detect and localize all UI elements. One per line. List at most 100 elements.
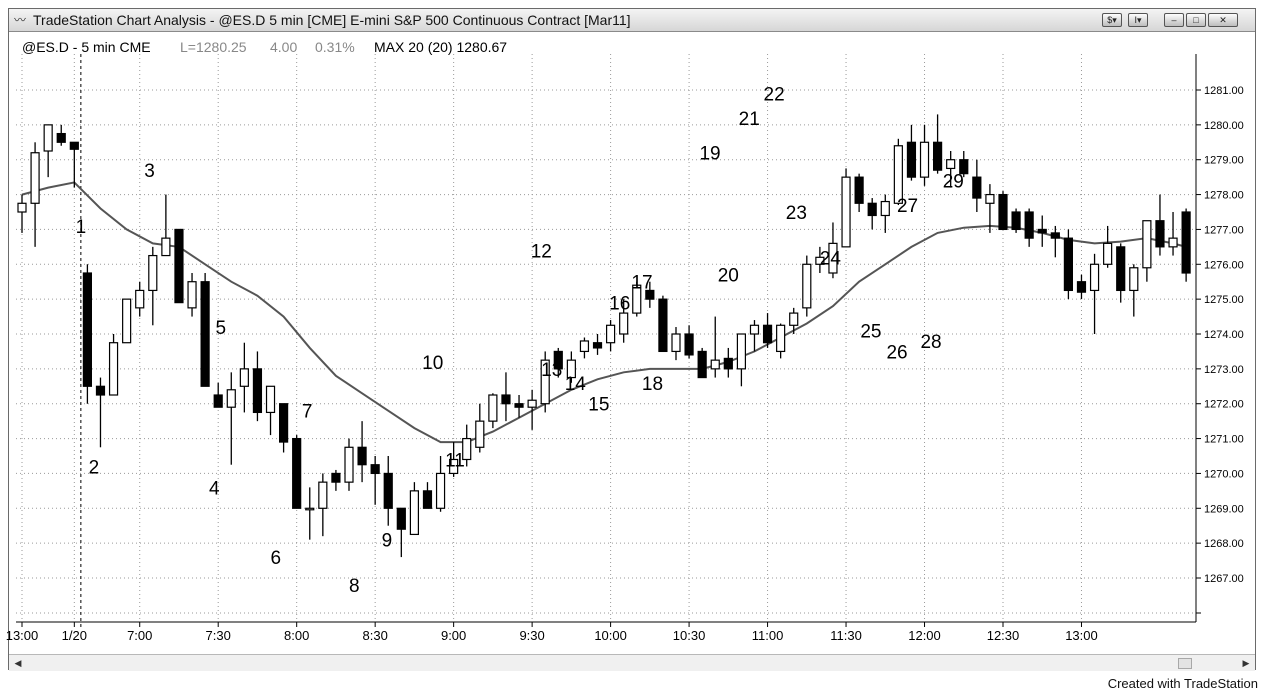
candle-body — [566, 359, 576, 379]
price-tick-label: 1270.00 — [1204, 468, 1244, 480]
candle-body — [174, 228, 184, 304]
indicator-menu-button[interactable]: I▾ — [1128, 13, 1148, 27]
time-tick-label: 12:30 — [987, 628, 1020, 643]
candle-body — [710, 359, 720, 370]
candle — [723, 347, 733, 378]
price-tick-label: 1276.00 — [1204, 259, 1244, 271]
candle — [867, 198, 877, 230]
scroll-left-arrow-icon[interactable]: ◀ — [14, 658, 22, 668]
candle — [292, 435, 302, 509]
candle-body — [514, 403, 524, 408]
candle — [946, 151, 956, 188]
candle-body — [1155, 220, 1165, 248]
price-tick-label: 1278.00 — [1204, 190, 1244, 202]
time-tick-label: 1/20 — [62, 628, 87, 643]
candle — [932, 114, 943, 174]
candle — [383, 456, 393, 526]
candle — [357, 421, 367, 483]
bar-number-6: 6 — [270, 548, 281, 569]
candle-body — [435, 472, 446, 509]
candle-body — [946, 159, 956, 170]
candle — [919, 124, 930, 186]
symbol-menu-button[interactable]: $▾ — [1102, 13, 1122, 27]
candle — [605, 320, 616, 352]
candle-body — [396, 507, 406, 530]
candle-body — [148, 254, 158, 292]
candle-body — [1063, 237, 1074, 292]
candle-body — [919, 141, 930, 178]
bar-number-labels: 1234567891011121314151617181920212223242… — [76, 84, 964, 596]
candle-body — [108, 342, 119, 396]
bar-number-3: 3 — [144, 161, 155, 182]
candle — [985, 184, 995, 233]
candle — [56, 124, 66, 146]
candle-body — [959, 159, 969, 175]
candle — [161, 194, 171, 257]
bar-number-23: 23 — [786, 203, 807, 224]
candle — [1155, 194, 1165, 256]
candle — [1050, 225, 1060, 258]
candle-body — [383, 472, 393, 509]
price-tick-label: 1279.00 — [1204, 155, 1244, 167]
candle-body — [880, 200, 890, 217]
chart-window: 〰 TradeStation Chart Analysis - @ES.D 5 … — [8, 8, 1256, 671]
candle-body — [854, 176, 864, 204]
candle — [776, 323, 786, 359]
time-tick-label: 10:00 — [594, 628, 627, 643]
candle — [1103, 225, 1113, 268]
candle-body — [187, 281, 197, 309]
candle-body — [409, 490, 419, 536]
candles — [17, 114, 1191, 558]
minimize-button[interactable]: – — [1164, 13, 1184, 27]
chart-header: @ES.D - 5 min CME L=1280.25 4.00 0.31% M… — [22, 39, 507, 55]
candle-body — [985, 193, 995, 204]
credit-text: Created with TradeStation — [1107, 676, 1258, 691]
candle-body — [357, 446, 367, 466]
scrollbar-thumb[interactable] — [1178, 658, 1192, 669]
candle-body — [632, 284, 642, 314]
candle — [710, 316, 720, 378]
candle — [174, 228, 184, 304]
candle — [1024, 208, 1034, 247]
candle-body — [501, 394, 511, 405]
window-title: TradeStation Chart Analysis - @ES.D 5 mi… — [33, 12, 631, 28]
maximize-button[interactable]: □ — [1186, 13, 1206, 27]
candle — [187, 273, 197, 317]
bar-number-5: 5 — [216, 318, 227, 339]
candle-body — [893, 145, 903, 204]
bar-number-22: 22 — [764, 84, 785, 105]
candle — [671, 327, 681, 361]
candle-body — [579, 340, 590, 353]
candle-body — [671, 333, 681, 353]
horizontal-scrollbar[interactable]: ◀ ▶ — [9, 654, 1255, 671]
candle — [318, 473, 328, 537]
candle — [135, 281, 145, 317]
indicator-label: MAX 20 (20) 1280.67 — [374, 39, 507, 55]
bar-number-26: 26 — [886, 342, 907, 363]
candle-body — [488, 394, 498, 422]
candle — [789, 307, 799, 334]
time-tick-label: 12:00 — [908, 628, 941, 643]
bar-number-20: 20 — [718, 266, 739, 287]
candle-body — [1076, 281, 1087, 293]
bar-number-12: 12 — [531, 241, 552, 262]
candle — [959, 151, 969, 178]
candle — [213, 382, 223, 408]
scroll-right-arrow-icon[interactable]: ▶ — [1242, 658, 1250, 668]
candle-body — [331, 472, 341, 483]
candle-body — [619, 312, 629, 335]
candle-body — [370, 464, 380, 475]
candle-body — [122, 298, 132, 344]
candle-body — [1142, 220, 1152, 269]
time-tick-label: 10:30 — [673, 628, 706, 643]
time-tick-label: 7:30 — [206, 628, 231, 643]
bar-number-18: 18 — [642, 374, 663, 395]
candle-body — [802, 263, 812, 309]
candle-body — [762, 324, 773, 344]
price-tick-label: 1281.00 — [1204, 85, 1244, 97]
close-button[interactable]: ✕ — [1208, 13, 1238, 27]
time-tick-label: 11:30 — [830, 628, 862, 643]
candle-body — [252, 368, 263, 414]
bar-number-4: 4 — [209, 478, 220, 499]
candle-body — [43, 124, 53, 152]
